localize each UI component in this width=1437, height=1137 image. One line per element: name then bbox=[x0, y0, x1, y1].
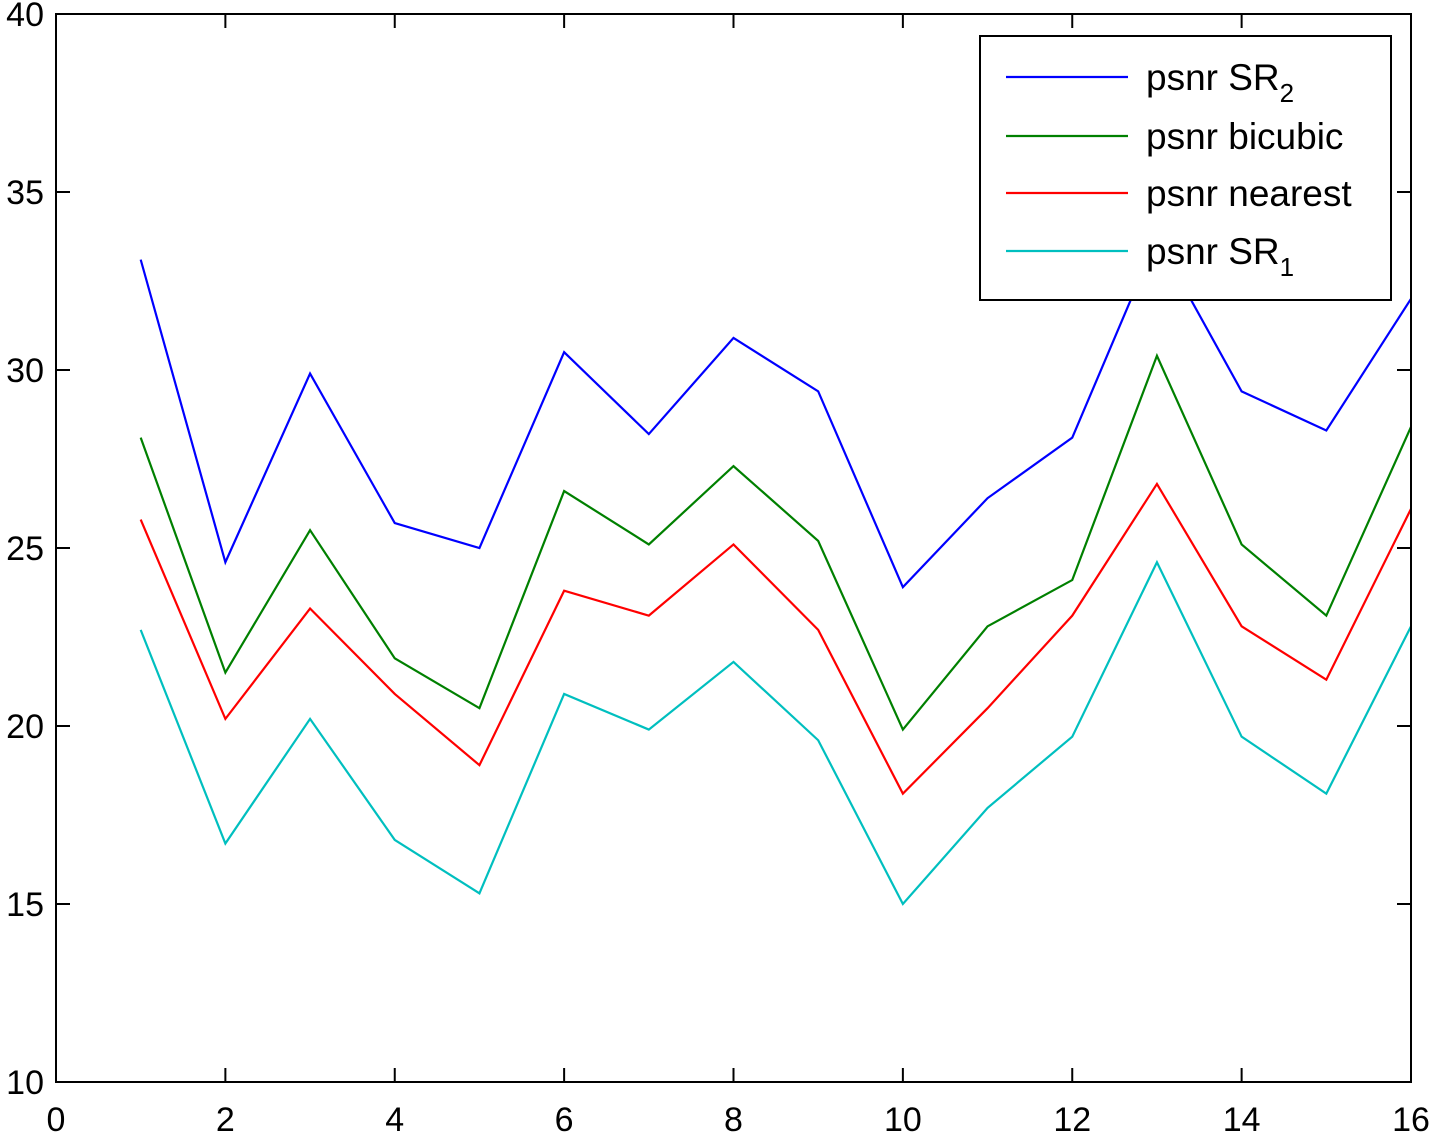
series-line-3 bbox=[139, 481, 1412, 796]
legend-label-3: psnr nearest bbox=[1146, 173, 1352, 214]
y-tick-label: 30 bbox=[6, 352, 44, 390]
y-tick-label: 25 bbox=[6, 530, 44, 568]
series-layer bbox=[139, 235, 1413, 906]
legend-label-subscript: 2 bbox=[1280, 78, 1294, 108]
y-tick-label: 10 bbox=[6, 1064, 44, 1102]
legend-box bbox=[979, 35, 1392, 301]
x-tick-label: 0 bbox=[47, 1101, 66, 1137]
legend-label-2: psnr bicubic bbox=[1146, 116, 1343, 157]
y-tick-label: 40 bbox=[6, 0, 44, 34]
y-tick-label: 20 bbox=[6, 708, 44, 746]
series-line-1 bbox=[139, 235, 1412, 590]
x-tick-label: 8 bbox=[724, 1101, 743, 1137]
series-line-2 bbox=[139, 352, 1413, 732]
y-tick-label: 15 bbox=[6, 886, 44, 924]
x-tick-label: 2 bbox=[216, 1101, 235, 1137]
x-tick-label: 12 bbox=[1053, 1101, 1091, 1137]
series-line-4 bbox=[139, 559, 1412, 906]
x-tick-label: 16 bbox=[1392, 1101, 1430, 1137]
x-tick-label: 14 bbox=[1223, 1101, 1261, 1137]
x-tick-label: 10 bbox=[884, 1101, 922, 1137]
x-tick-label: 4 bbox=[385, 1101, 404, 1137]
y-tick-label: 35 bbox=[6, 174, 44, 212]
legend-label-subscript: 1 bbox=[1280, 252, 1294, 282]
x-tick-label: 6 bbox=[555, 1101, 574, 1137]
